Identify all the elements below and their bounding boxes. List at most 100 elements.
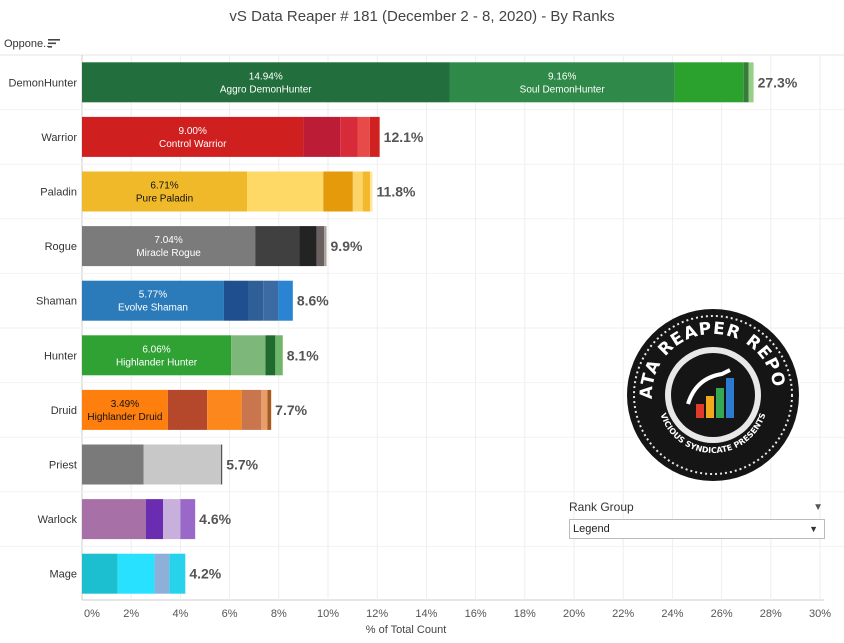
bar-segment (82, 226, 256, 267)
data-label-archetype: Highlander Druid (87, 412, 162, 423)
bar-segment (82, 171, 248, 212)
x-tick-label: 26% (711, 608, 733, 620)
bar-segment (267, 389, 272, 430)
bar-segment (247, 171, 324, 212)
x-tick-label: 12% (366, 608, 388, 620)
bar-segment (261, 389, 268, 430)
data-label-archetype: Pure Paladin (136, 194, 193, 205)
data-label-percent: 7.04% (154, 235, 182, 246)
bar-segment (357, 116, 370, 157)
y-category-label: DemonHunter (9, 77, 78, 89)
data-label-archetype: Miracle Rogue (136, 248, 201, 259)
x-tick-label: 8% (271, 608, 287, 620)
x-tick-label: 22% (612, 608, 634, 620)
data-reaper-report-logo: DATA REAPER REPORT VICIOUS SYNDICATE PRE… (626, 308, 799, 481)
bar-segment (248, 280, 264, 321)
data-label-percent: 14.94% (249, 71, 283, 82)
bar-segment (743, 62, 749, 103)
bar-segment (82, 116, 304, 157)
rank-group-filter: Rank Group ▼ Legend ▼ (569, 500, 825, 539)
bar-total-label: 4.6% (199, 511, 231, 527)
logo-bars-icon (686, 368, 734, 418)
x-tick-label: 28% (760, 608, 782, 620)
bar-segment (154, 553, 170, 594)
x-tick-label: 24% (661, 608, 683, 620)
x-tick-label: 14% (415, 608, 437, 620)
bar-segment (207, 389, 242, 430)
data-label-percent: 9.00% (179, 126, 207, 137)
bar-segment (323, 171, 353, 212)
bar-segment (316, 226, 325, 267)
bar-segment (82, 553, 118, 594)
data-label-percent: 6.06% (142, 344, 170, 355)
bar-total-label: 8.1% (287, 347, 319, 363)
x-tick-label: 16% (465, 608, 487, 620)
y-category-label: Warrior (41, 132, 77, 144)
bar-total-label: 9.9% (331, 238, 363, 254)
bar-total-label: 5.7% (226, 457, 258, 473)
x-tick-label: 10% (317, 608, 339, 620)
bar-segment (299, 226, 317, 267)
bar-segment (82, 335, 232, 376)
bar-segment (180, 499, 196, 540)
bar-segment (352, 171, 363, 212)
bar-segment (241, 389, 262, 430)
rank-group-menu-icon[interactable]: ▼ (813, 502, 823, 513)
bar-segment (324, 226, 327, 267)
bar-total-label: 11.8% (377, 184, 416, 200)
y-category-label: Shaman (36, 296, 77, 308)
rank-group-select[interactable]: Legend ▼ (569, 519, 825, 539)
y-category-label: Priest (49, 460, 77, 472)
bar-segment (82, 389, 168, 430)
x-tick-label: 4% (172, 608, 188, 620)
bar-total-label: 27.3% (758, 74, 798, 90)
data-label-archetype: Soul DemonHunter (520, 84, 606, 95)
bar-segment (117, 553, 155, 594)
rank-group-selected-value: Legend (573, 523, 610, 535)
bar-segment (169, 553, 186, 594)
y-category-label: Hunter (44, 350, 77, 362)
bar-segment (340, 116, 358, 157)
sort-descending-icon[interactable] (48, 38, 60, 48)
bar-segment (369, 116, 380, 157)
data-label-percent: 5.77% (139, 290, 167, 301)
data-label-percent: 3.49% (111, 399, 139, 410)
bar-segment (231, 335, 266, 376)
x-tick-label: 30% (809, 608, 831, 620)
data-label-archetype: Control Warrior (159, 139, 227, 150)
bar-segment (275, 335, 283, 376)
data-label-archetype: Evolve Shaman (118, 303, 188, 314)
chevron-down-icon: ▼ (809, 524, 818, 534)
x-tick-label: 20% (563, 608, 585, 620)
x-tick-label: 2% (123, 608, 139, 620)
bar-total-label: 4.2% (189, 566, 221, 582)
bar-segment (263, 280, 279, 321)
y-category-label: Druid (51, 405, 77, 417)
bar-segment (278, 280, 293, 321)
bar-segment (362, 171, 371, 212)
bar-segment (145, 499, 164, 540)
data-label-percent: 6.71% (150, 181, 178, 192)
data-label-archetype: Aggro DemonHunter (220, 84, 312, 95)
data-label-archetype: Highlander Hunter (116, 357, 198, 368)
bar-segment (143, 444, 221, 485)
bar-segment (82, 62, 450, 103)
bar-segment (255, 226, 300, 267)
data-label-percent: 9.16% (548, 71, 576, 82)
bar-segment (674, 62, 744, 103)
rank-group-title: Rank Group (569, 500, 634, 514)
bar-segment (223, 280, 249, 321)
bar-segment (748, 62, 754, 103)
opponent-column-header[interactable]: Oppone.. (4, 38, 50, 50)
bar-segment (303, 116, 341, 157)
bar-segment (82, 280, 224, 321)
y-category-label: Paladin (40, 187, 77, 199)
bar-segment (265, 335, 276, 376)
bar-segment (163, 499, 181, 540)
bar-segment (370, 171, 373, 212)
bar-total-label: 8.6% (297, 293, 329, 309)
bar-segment (82, 444, 144, 485)
bar-segment (167, 389, 208, 430)
bar-segment (220, 444, 223, 485)
